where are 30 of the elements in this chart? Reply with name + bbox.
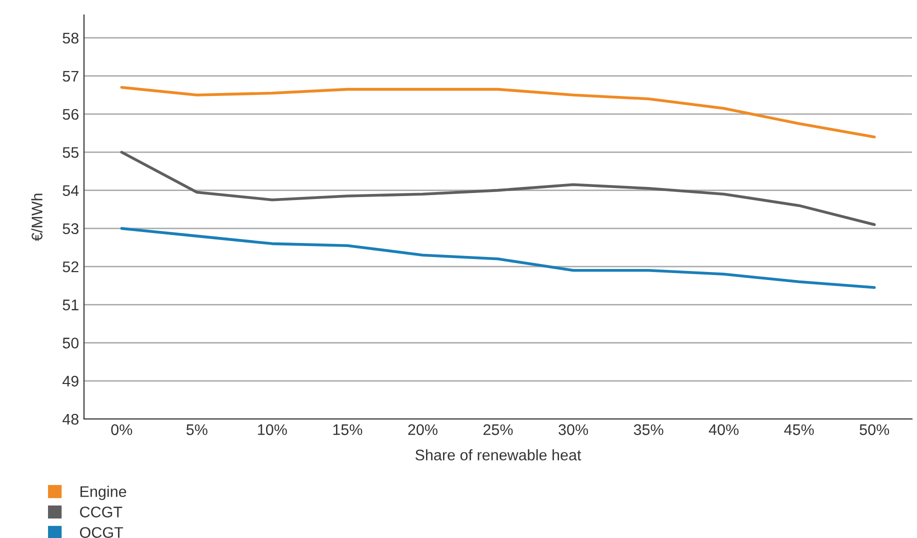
legend-label: OCGT	[80, 527, 124, 538]
y-tick-label: 49	[62, 376, 78, 387]
y-tick-label: 50	[62, 338, 79, 348]
y-tick-label: 56	[62, 108, 78, 120]
y-tick-label: 51	[62, 300, 78, 310]
legend-label: CCGT	[80, 506, 122, 518]
y-tick-label: 54	[62, 185, 79, 196]
line-series	[120, 150, 876, 226]
line-series	[120, 86, 876, 138]
x-tick-label: 5%	[186, 424, 208, 436]
x-tick-label: 30%	[558, 424, 588, 436]
x-axis-title: Share of renewable heat	[415, 449, 582, 460]
line-series	[120, 227, 876, 289]
y-tick-label: 48	[62, 414, 78, 425]
x-tick-label: 15%	[333, 424, 362, 436]
x-tick-label: 10%	[258, 424, 287, 436]
y-axis-title: €/MWh	[31, 194, 42, 242]
x-tick-label: 35%	[634, 424, 664, 436]
x-tick-label: 20%	[408, 424, 438, 436]
x-tick-label: 40%	[708, 424, 739, 436]
x-tick-label: 0%	[111, 424, 132, 436]
y-tick-label: 57	[62, 71, 78, 82]
legend-label: Engine	[80, 486, 126, 500]
y-tick-label: 52	[62, 261, 78, 272]
x-tick-label: 50%	[860, 424, 890, 436]
y-tick-label: 58	[62, 32, 78, 44]
y-tick-label: 53	[62, 223, 78, 234]
x-tick-label: 25%	[483, 424, 513, 436]
x-tick-label: 45%	[784, 424, 814, 436]
y-tick-label: 55	[62, 147, 78, 158]
